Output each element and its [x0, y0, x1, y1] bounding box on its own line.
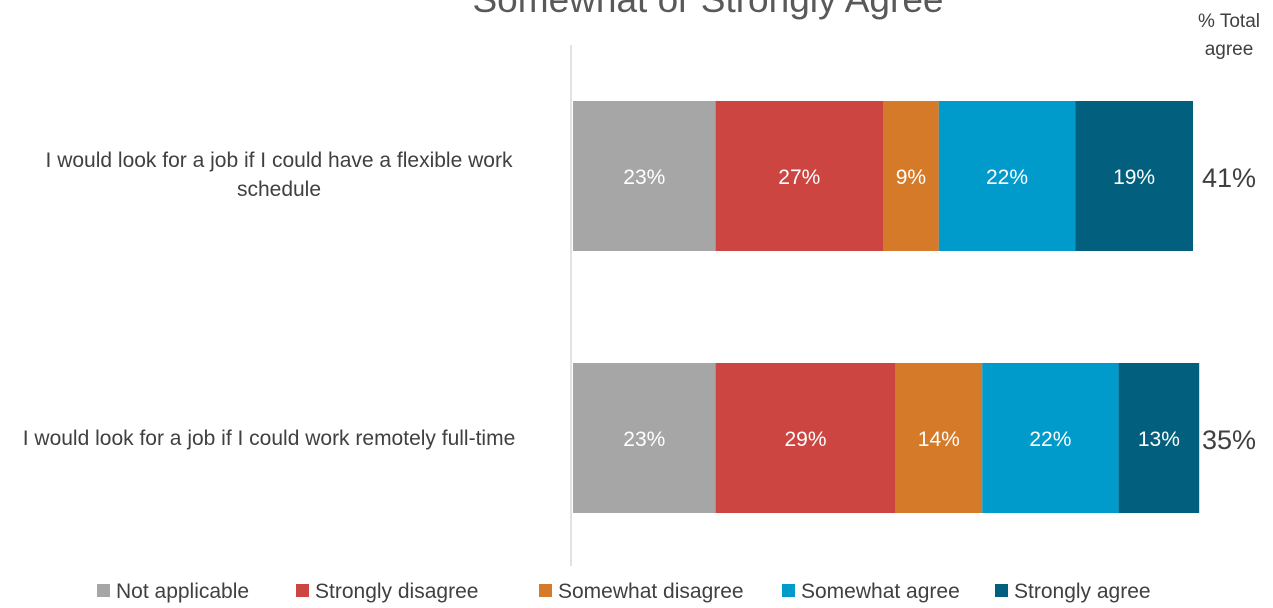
- bar-segment-strongly-agree-1: [1075, 101, 1193, 251]
- total-agree-value-1: 41%: [1202, 163, 1256, 193]
- total-agree-value-2: 35%: [1202, 425, 1256, 455]
- data-label-somewhat-disagree-1: 9%: [896, 166, 926, 189]
- legend: Not applicable Strongly disagree Somewha…: [0, 578, 1273, 608]
- bar-segment-strongly-agree-2: [1118, 363, 1200, 513]
- legend-label-strongly-agree: Strongly agree: [1014, 580, 1151, 603]
- legend-label-somewhat-disagree: Somewhat disagree: [558, 580, 744, 603]
- category-label-flexible-schedule: I would look for a job if I could have a…: [45, 149, 513, 201]
- bar-segment-somewhat-disagree-2: [895, 363, 983, 513]
- bar-segment-somewhat-disagree-1: [883, 101, 939, 251]
- chart-title: Somewhat or Strongly Agree: [0, 0, 1273, 22]
- category-label-remote-full-time: I would look for a job if I could work r…: [22, 427, 516, 450]
- bar-segment-strongly-disagree-2: [715, 363, 896, 513]
- legend-item-not-applicable: Not applicable: [97, 578, 249, 606]
- bar-segment-not-applicable-1: [573, 101, 716, 251]
- bar-segment-somewhat-agree-1: [938, 101, 1076, 251]
- legend-swatch-somewhat-disagree: [539, 584, 552, 597]
- legend-swatch-not-applicable: [97, 584, 110, 597]
- legend-label-not-applicable: Not applicable: [116, 580, 250, 603]
- legend-swatch-somewhat-agree: [782, 584, 795, 597]
- legend-label-strongly-disagree: Strongly disagree: [315, 580, 479, 603]
- data-label-somewhat-disagree-2: 14%: [918, 428, 960, 451]
- legend-item-strongly-agree: Strongly agree: [995, 578, 1151, 606]
- data-label-strongly-disagree-2: 29%: [784, 428, 826, 451]
- data-label-strongly-disagree-1: 27%: [778, 166, 820, 189]
- data-label-strongly-agree-2: 13%: [1138, 428, 1180, 451]
- data-label-strongly-agree-1: 19%: [1113, 166, 1155, 189]
- total-agree-header: % Total agree: [1198, 11, 1260, 60]
- bar-segment-strongly-disagree-1: [715, 101, 883, 251]
- bar-segment-not-applicable-2: [573, 363, 716, 513]
- data-label-not-applicable-2: 23%: [623, 428, 665, 451]
- legend-label-somewhat-agree: Somewhat agree: [801, 580, 960, 603]
- data-label-not-applicable-1: 23%: [623, 166, 665, 189]
- legend-item-somewhat-disagree: Somewhat disagree: [539, 578, 744, 606]
- bar-segment-somewhat-agree-2: [982, 363, 1119, 513]
- legend-item-strongly-disagree: Strongly disagree: [296, 578, 478, 606]
- data-label-somewhat-agree-2: 22%: [1029, 428, 1071, 451]
- legend-swatch-strongly-disagree: [296, 584, 309, 597]
- data-label-somewhat-agree-1: 22%: [986, 166, 1028, 189]
- legend-swatch-strongly-agree: [995, 584, 1008, 597]
- legend-item-somewhat-agree: Somewhat agree: [782, 578, 960, 606]
